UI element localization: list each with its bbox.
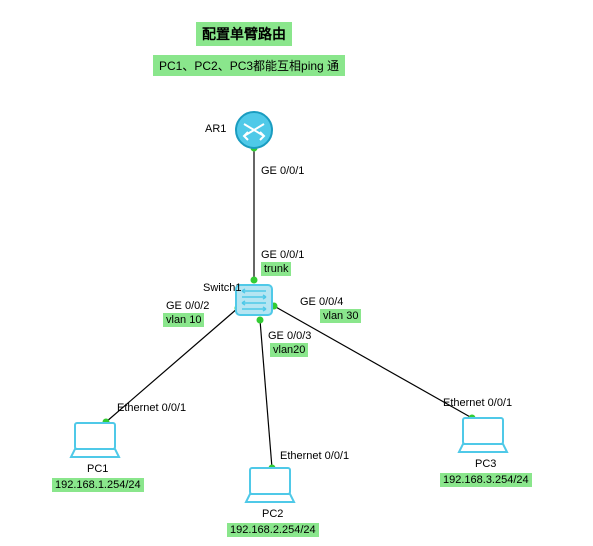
vlan10-label: vlan 10 bbox=[163, 313, 204, 327]
pc2-ip: 192.168.2.254/24 bbox=[227, 523, 319, 537]
sw-ge004-port: GE 0/0/4 bbox=[300, 296, 343, 308]
sw-ge002-port: GE 0/0/2 bbox=[166, 300, 209, 312]
router-icon bbox=[236, 112, 272, 148]
switch1-label: Switch1 bbox=[203, 282, 242, 294]
pc3-label: PC3 bbox=[475, 458, 496, 470]
pc1-label: PC1 bbox=[87, 463, 108, 475]
pc3-icon bbox=[459, 418, 507, 452]
pc2-icon bbox=[246, 468, 294, 502]
pc2-label: PC2 bbox=[262, 508, 283, 520]
ar1-label: AR1 bbox=[205, 123, 226, 135]
title-main: 配置单臂路由 bbox=[196, 22, 292, 46]
pc1-eth-port: Ethernet 0/0/1 bbox=[117, 402, 186, 414]
vlan20-label: vlan20 bbox=[270, 343, 308, 357]
ar1-ge001-port: GE 0/0/1 bbox=[261, 165, 304, 177]
sw-ge003-port: GE 0/0/3 bbox=[268, 330, 311, 342]
port-dot bbox=[257, 317, 264, 324]
title-sub: PC1、PC2、PC3都能互相ping 通 bbox=[153, 55, 345, 76]
sw-ge001-port: GE 0/0/1 bbox=[261, 249, 304, 261]
vlan30-label: vlan 30 bbox=[320, 309, 361, 323]
pc2-eth-port: Ethernet 0/0/1 bbox=[280, 450, 349, 462]
pc1-icon bbox=[71, 423, 119, 457]
pc3-ip: 192.168.3.254/24 bbox=[440, 473, 532, 487]
port-dot bbox=[251, 277, 258, 284]
pc3-eth-port: Ethernet 0/0/1 bbox=[443, 397, 512, 409]
pc1-ip: 192.168.1.254/24 bbox=[52, 478, 144, 492]
trunk-label: trunk bbox=[261, 262, 291, 276]
